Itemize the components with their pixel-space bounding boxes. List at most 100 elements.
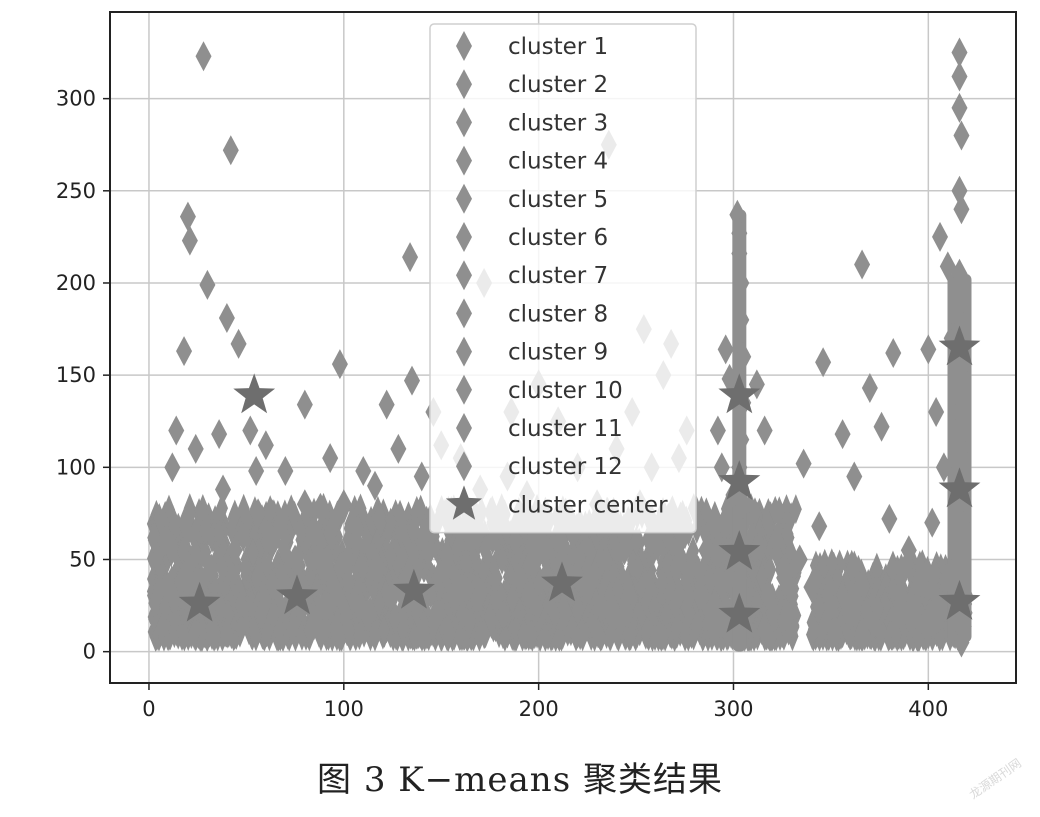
- cluster-point-10: [928, 397, 945, 428]
- density-point: [670, 613, 683, 644]
- cluster-point-10: [920, 334, 937, 365]
- cluster-point-8: [861, 373, 878, 404]
- plot-frame: [109, 11, 1017, 684]
- cluster-center-point: [718, 373, 761, 414]
- density-point: [209, 620, 222, 651]
- cluster-point-1: [181, 225, 198, 256]
- legend-diamond-icon: [456, 31, 472, 61]
- density-point: [926, 571, 939, 602]
- density-point: [478, 619, 491, 650]
- density-point: [173, 567, 186, 598]
- cluster-point-6: [733, 424, 750, 455]
- cluster-point-2: [296, 389, 313, 420]
- cluster-point-1: [203, 553, 220, 584]
- density-point: [388, 604, 401, 635]
- cluster-point-5: [706, 590, 722, 621]
- density-point: [353, 613, 366, 644]
- legend-entry-label: cluster 3: [508, 110, 608, 136]
- density-point: [859, 593, 872, 624]
- density-point: [441, 615, 454, 646]
- density-point: [897, 620, 910, 651]
- density-point: [630, 526, 643, 557]
- density-point: [476, 577, 489, 608]
- density-point: [394, 499, 407, 530]
- density-point: [648, 592, 661, 623]
- cluster-center-point: [938, 579, 981, 620]
- density-point: [558, 530, 571, 561]
- density-point: [754, 532, 767, 563]
- legend-diamond-icon: [456, 451, 472, 482]
- density-point: [489, 584, 502, 615]
- cluster-center-point: [938, 467, 981, 508]
- cluster-point-8: [776, 562, 793, 593]
- cluster-point-2: [339, 544, 356, 575]
- cluster-point-7: [698, 535, 715, 566]
- cluster-point-1: [195, 41, 212, 72]
- legend-box: [429, 23, 697, 534]
- density-point: [572, 541, 585, 572]
- cluster-point-10: [939, 562, 956, 593]
- density-point: [691, 608, 704, 639]
- cluster-point-12: [953, 433, 970, 464]
- y-tick-label: 300: [56, 87, 96, 111]
- cluster-point-6: [731, 218, 748, 249]
- density-point: [669, 554, 682, 585]
- cluster-point-2: [390, 433, 407, 464]
- density-point: [187, 618, 200, 649]
- cluster-point-6: [733, 267, 750, 298]
- density-point: [571, 595, 584, 626]
- legend-entry-label: cluster 5: [508, 187, 608, 213]
- density-point: [184, 499, 197, 530]
- density-point: [286, 614, 299, 645]
- density-point: [373, 500, 386, 531]
- density-point: [406, 516, 419, 547]
- density-point: [708, 537, 721, 568]
- density-point: [717, 508, 730, 539]
- cluster-point-2: [382, 581, 399, 612]
- cluster-point-1: [164, 452, 181, 483]
- density-point: [807, 614, 820, 645]
- density-point: [886, 553, 899, 584]
- density-point: [295, 516, 308, 547]
- cluster-point-11: [951, 92, 968, 123]
- density-point: [237, 493, 250, 524]
- legend-entry-label: cluster 12: [508, 454, 623, 480]
- legend-diamond-icon: [456, 107, 472, 138]
- density-point: [342, 567, 355, 598]
- density-point: [496, 544, 509, 575]
- cluster-point-7: [717, 334, 734, 365]
- density-point: [453, 621, 466, 652]
- cluster-point-2: [335, 489, 352, 520]
- legend-star-icon: [445, 485, 483, 520]
- x-tick-label: 100: [324, 697, 364, 721]
- legend-entry-label: cluster 9: [508, 340, 608, 366]
- cluster-point-1: [211, 419, 228, 450]
- density-point: [365, 505, 378, 536]
- density-point: [250, 563, 263, 594]
- cluster-point-3: [402, 242, 419, 273]
- density-point: [853, 621, 866, 652]
- legend-entry-label: cluster 8: [508, 301, 608, 327]
- density-point: [825, 548, 838, 579]
- cluster-point-10: [932, 599, 949, 630]
- density-point: [611, 574, 624, 605]
- density-point: [678, 616, 691, 647]
- x-tick-label: 0: [142, 697, 155, 721]
- density-point: [761, 506, 774, 537]
- density-point: [323, 517, 336, 548]
- density-point: [384, 507, 397, 538]
- cluster-point-3: [464, 526, 481, 557]
- density-point: [239, 552, 252, 583]
- cluster-point-8: [795, 448, 812, 479]
- cluster-point-3: [429, 599, 446, 630]
- cluster-point-1: [277, 456, 294, 487]
- cluster-point-4: [522, 581, 539, 612]
- density-point: [622, 619, 635, 650]
- cluster-point-4: [577, 572, 594, 603]
- density-point: [285, 494, 298, 525]
- density-point: [711, 563, 724, 594]
- cluster-point-2: [378, 389, 395, 420]
- cluster-point-9: [904, 590, 921, 621]
- density-point: [483, 602, 496, 633]
- cluster-point-8: [865, 609, 882, 640]
